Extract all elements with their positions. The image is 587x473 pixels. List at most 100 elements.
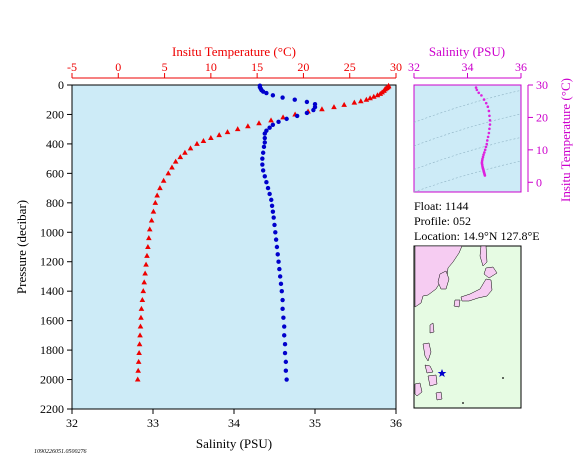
pressure-tick-label: 1400 — [40, 284, 64, 298]
map-land-hokkaido — [483, 266, 498, 279]
temperature-point — [187, 145, 194, 151]
temperature-point — [377, 90, 384, 96]
temperature-point — [268, 117, 274, 123]
map-islet — [462, 402, 464, 404]
temperature-point — [141, 279, 148, 285]
salinity-point — [260, 168, 266, 173]
temperature-point — [150, 208, 157, 214]
pressure-tick-label: 400 — [46, 137, 64, 151]
ts-point — [477, 91, 481, 95]
salinity-tick-label: 36 — [390, 416, 402, 430]
map-land-sakhalin — [479, 245, 488, 267]
float-number: Float: 1144 — [414, 199, 469, 213]
salinity-point — [270, 209, 276, 214]
temperature-point — [138, 314, 144, 320]
footer-code: 1090226051.0500276 — [34, 449, 87, 455]
salinity-point — [277, 274, 283, 279]
ts-point — [482, 153, 485, 157]
map-islet — [502, 377, 504, 379]
ts-inset-plot — [413, 84, 522, 193]
ts-point — [484, 145, 488, 149]
temperature-point — [245, 123, 251, 129]
salinity-point — [282, 324, 287, 329]
density-contour — [413, 160, 522, 193]
density-contour — [413, 90, 522, 123]
pressure-tick-label: 1000 — [40, 225, 64, 239]
temperature-point — [172, 158, 179, 164]
ts-point — [484, 101, 488, 105]
temperature-point — [280, 114, 286, 120]
temperature-point — [208, 135, 214, 141]
salinity-point — [275, 252, 280, 257]
temperature-point — [358, 98, 364, 104]
salinity-point — [271, 215, 276, 220]
salinity-point — [272, 222, 277, 228]
left-axis-title: Pressure (decibar) — [14, 200, 29, 294]
ts-point — [488, 127, 491, 131]
salinity-point — [284, 116, 289, 122]
location-map — [413, 245, 522, 409]
salinity-point — [269, 197, 274, 203]
temperature-point — [224, 129, 231, 135]
temperature-point — [374, 92, 381, 98]
map-land-honshu — [460, 278, 493, 302]
temperature-tick-label: 0 — [115, 60, 121, 74]
inset-right-axis-title: Insitu Temperature (°C) — [558, 78, 573, 202]
ts-point — [483, 151, 486, 154]
float-location: Location: 14.9°N 127.8°E — [414, 229, 540, 243]
temperature-point — [139, 297, 146, 303]
temperature-point — [136, 350, 142, 356]
map-land-borneo — [414, 382, 423, 397]
inset-top-axis-title: Salinity (PSU) — [429, 44, 505, 59]
main-axis-ticks: 0200400600800100012001400160018002000220… — [40, 60, 402, 430]
salinity-point — [260, 162, 265, 167]
ts-point — [486, 135, 490, 139]
salinity-point — [276, 119, 281, 125]
salinity-point — [283, 368, 289, 373]
salinity-point — [269, 203, 275, 208]
temperature-point — [142, 270, 148, 276]
inset-temperature-tick-label: 10 — [536, 143, 548, 157]
temperature-tick-label: -5 — [67, 60, 77, 74]
pressure-tick-label: 1200 — [40, 255, 64, 269]
temperature-point — [194, 140, 200, 146]
temperature-tick-label: 30 — [390, 60, 402, 74]
salinity-point — [304, 110, 310, 116]
pressure-tick-label: 200 — [46, 107, 64, 121]
ts-point — [475, 88, 479, 92]
salinity-point — [273, 237, 279, 242]
salinity-point — [262, 140, 267, 145]
salinity-point — [262, 131, 267, 136]
salinity-tick-label: 33 — [147, 416, 159, 430]
temperature-tick-label: 5 — [162, 60, 168, 74]
temperature-point — [216, 132, 222, 138]
ts-point — [481, 155, 485, 159]
salinity-point — [270, 122, 276, 127]
map-land-halmahera — [435, 391, 443, 401]
temperature-point — [135, 358, 142, 364]
inset-axis-ticks: 32 34 36 0 10 20 30 — [408, 60, 548, 189]
salinity-point — [260, 156, 265, 161]
pressure-tick-label: 800 — [46, 196, 64, 210]
salinity-point — [278, 281, 284, 287]
temperature-point — [165, 170, 172, 176]
salinity-point — [262, 174, 267, 179]
salinity-point — [267, 191, 272, 197]
bottom-axis-title: Salinity (PSU) — [196, 436, 272, 451]
inset-salinity-tick-label: 32 — [408, 60, 420, 74]
ts-point — [485, 139, 489, 142]
temperature-point — [146, 226, 153, 232]
salinity-point — [292, 97, 297, 102]
temperature-point — [351, 99, 358, 105]
salinity-point — [294, 113, 300, 119]
salinity-point — [311, 107, 316, 113]
salinity-point — [260, 150, 266, 155]
temperature-point — [370, 93, 377, 99]
temperature-point — [137, 332, 143, 338]
temperature-point — [148, 217, 155, 223]
temperature-point — [143, 261, 149, 267]
ts-point — [483, 174, 487, 177]
temperature-point — [200, 137, 207, 143]
temperature-point — [160, 177, 167, 183]
